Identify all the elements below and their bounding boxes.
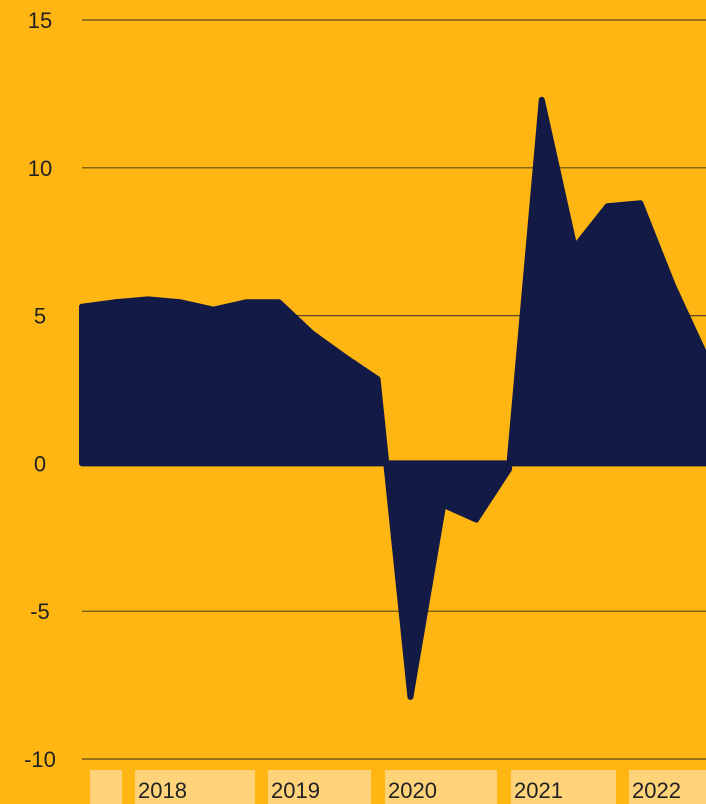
y-tick-label-10: 10 — [28, 156, 52, 181]
x-tick-label-2022: 2022 — [632, 778, 681, 803]
year-box-blank — [90, 770, 122, 804]
y-tick-label-0: 0 — [34, 451, 46, 476]
x-axis-year-labels: 2018 2019 2020 2021 2022 — [90, 770, 706, 804]
x-tick-label-2020: 2020 — [388, 778, 437, 803]
year-box-2020 — [385, 770, 497, 804]
year-box-2021 — [511, 770, 616, 804]
series-area — [79, 96, 706, 700]
y-tick-label--10: -10 — [24, 747, 56, 772]
y-tick-label-15: 15 — [28, 8, 52, 33]
y-tick-label--5: -5 — [30, 599, 50, 624]
series-area-layer — [79, 96, 706, 700]
year-box-2018 — [135, 770, 255, 804]
year-box-2019 — [268, 770, 371, 804]
year-box-2022 — [629, 770, 706, 804]
y-tick-label-5: 5 — [34, 304, 46, 329]
x-tick-label-2021: 2021 — [514, 778, 563, 803]
x-tick-label-2018: 2018 — [138, 778, 187, 803]
y-axis-ticks: 15 10 5 0 -5 -10 — [24, 8, 56, 772]
x-tick-label-2019: 2019 — [271, 778, 320, 803]
